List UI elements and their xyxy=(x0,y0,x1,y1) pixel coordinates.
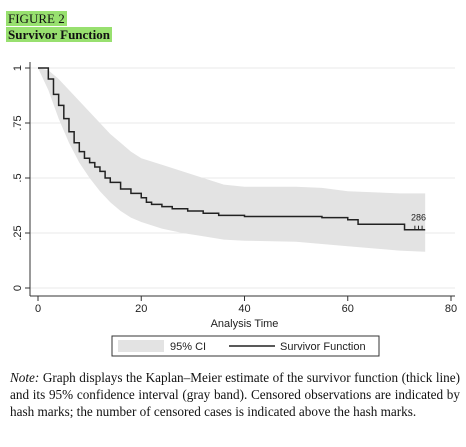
ci-band xyxy=(38,68,426,252)
x-axis-label: Analysis Time xyxy=(211,318,279,330)
note-lead: Note: xyxy=(10,370,40,385)
survivor-step-line xyxy=(38,67,426,231)
legend-survivor-label: Survivor Function xyxy=(280,341,366,353)
x-tick-label: 40 xyxy=(238,303,250,315)
survivor-chart: 0 .25 .5 .75 1 0 20 40 60 80 Analysis Time 286 95%… xyxy=(12,62,457,357)
y-tick-label: 0 xyxy=(12,285,24,291)
y-tick-label: 1 xyxy=(12,65,24,71)
x-tick-label: 60 xyxy=(342,303,354,315)
y-tick-label: .5 xyxy=(12,173,24,182)
x-tick-label: 20 xyxy=(135,303,147,315)
figure-title: Survivor Function xyxy=(6,27,112,42)
censored-count-label: 286 xyxy=(411,213,426,223)
figure-note: Note: Graph displays the Kaplan–Meier es… xyxy=(10,369,460,420)
figure-label: FIGURE 2 xyxy=(6,11,67,26)
x-tick-label: 80 xyxy=(445,303,457,315)
y-tick-label: .25 xyxy=(12,225,24,240)
y-tick-label: .75 xyxy=(12,115,24,130)
x-tick-label: 0 xyxy=(35,303,41,315)
legend-ci-label: 95% CI xyxy=(170,341,206,353)
legend-ci-swatch xyxy=(118,340,164,352)
note-text: Graph displays the Kaplan–Meier estimate… xyxy=(10,370,461,419)
